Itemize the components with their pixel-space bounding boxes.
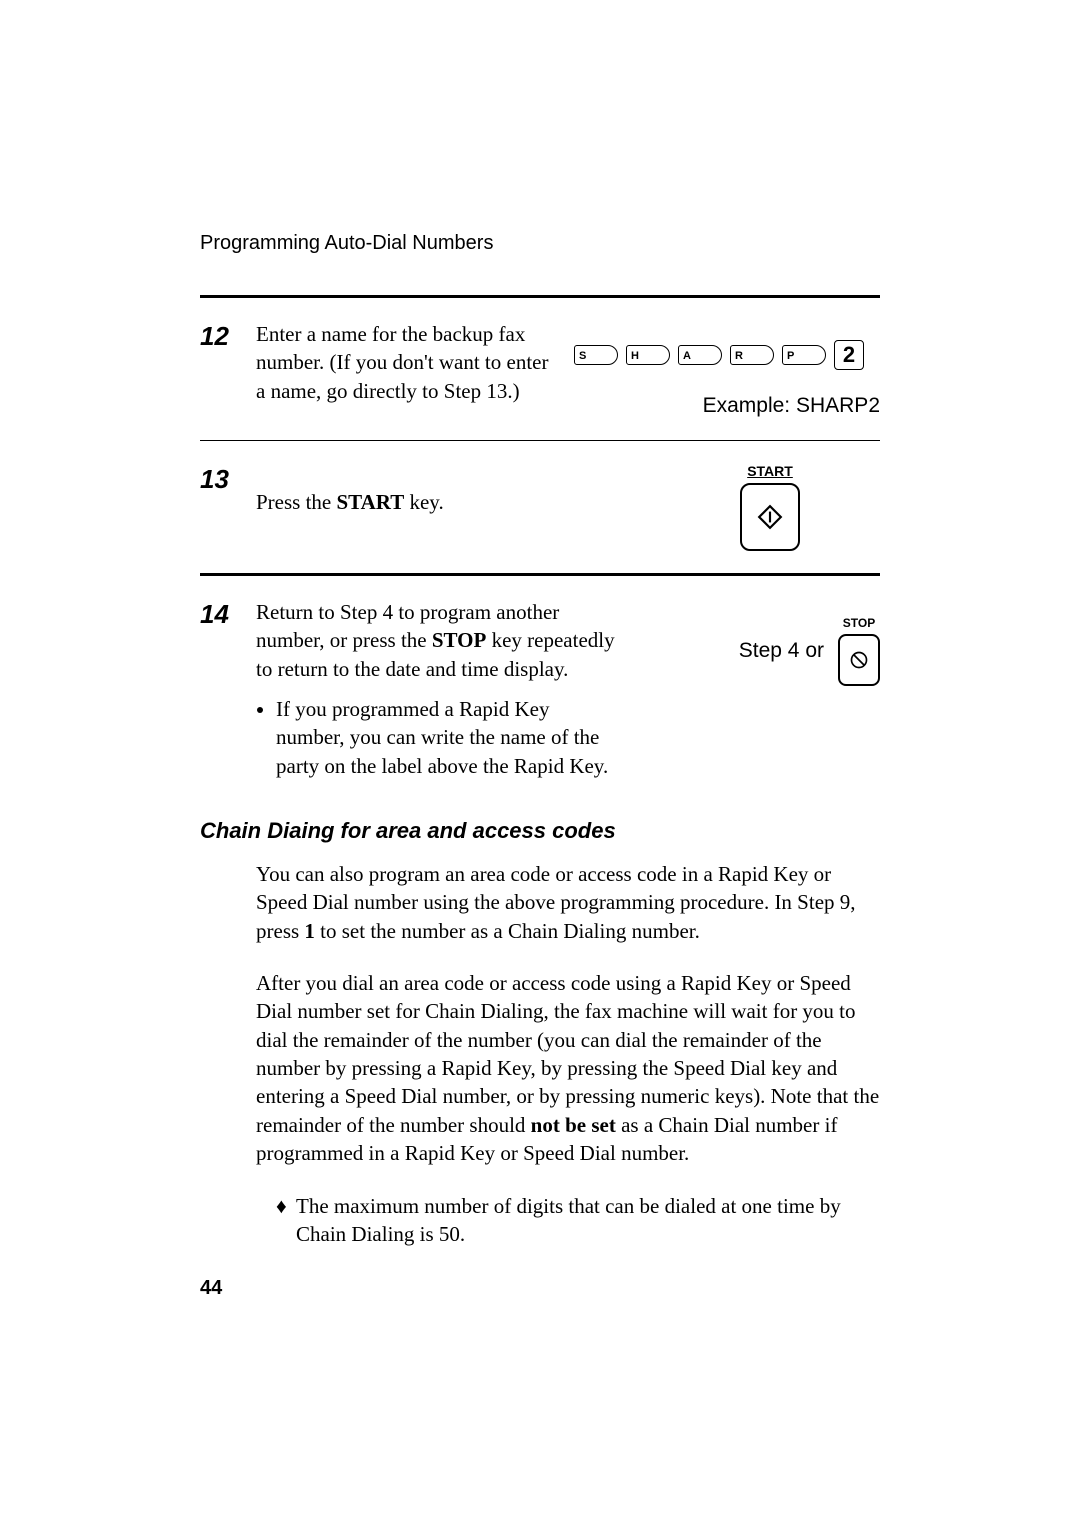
stop-label: STOP [838,616,880,630]
start-label: START [740,463,800,479]
page: Programming Auto-Dial Numbers 12 Enter a… [0,0,1080,1528]
keycap-p: P [782,345,826,365]
step-14-text: Return to Step 4 to program another numb… [256,598,616,683]
keycap-a: A [678,345,722,365]
section-bullet: The maximum number of digits that can be… [292,1192,880,1249]
text-bold: 1 [304,919,315,943]
start-button [740,483,800,551]
digitcap-2: 2 [834,340,864,370]
keycap-s: S [574,345,618,365]
start-icon [757,504,783,530]
step4-or-label: Step 4 or [739,639,824,663]
step-13: 13 Press the START key. START [200,441,880,573]
keycap-row: S H A R P 2 [574,340,880,370]
start-button-figure: START [740,463,800,551]
text-bold: START [337,490,405,514]
keycap-r: R [730,345,774,365]
page-header: Programming Auto-Dial Numbers [200,232,880,255]
section-title: Chain Diaing for area and access codes [200,818,880,844]
step-number: 13 [200,463,256,494]
stop-icon [849,650,869,670]
step-12-text: Enter a name for the backup fax number. … [256,320,556,405]
step-14: 14 Return to Step 4 to program another n… [200,576,880,792]
step-number: 12 [200,320,256,351]
keycap-h: H [626,345,670,365]
text: to set the number as a Chain Dialing num… [315,919,700,943]
stop-button [838,634,880,686]
section-bullets: The maximum number of digits that can be… [270,1192,880,1249]
step-14-bullet: If you programmed a Rapid Key number, yo… [276,695,616,780]
text-bold: STOP [432,628,486,652]
section-para-1: You can also program an area code or acc… [256,860,880,945]
step-number: 14 [200,598,256,629]
text: Press the [256,490,337,514]
stop-button-figure: STOP [838,616,880,686]
example-label: Example: SHARP2 [574,394,880,418]
page-number: 44 [200,1277,222,1300]
section-para-2: After you dial an area code or access co… [256,969,880,1167]
step-12: 12 Enter a name for the backup fax numbe… [200,298,880,440]
text: key. [404,490,443,514]
text-bold: not be set [531,1113,616,1137]
step-13-text: Press the START key. [256,488,642,516]
